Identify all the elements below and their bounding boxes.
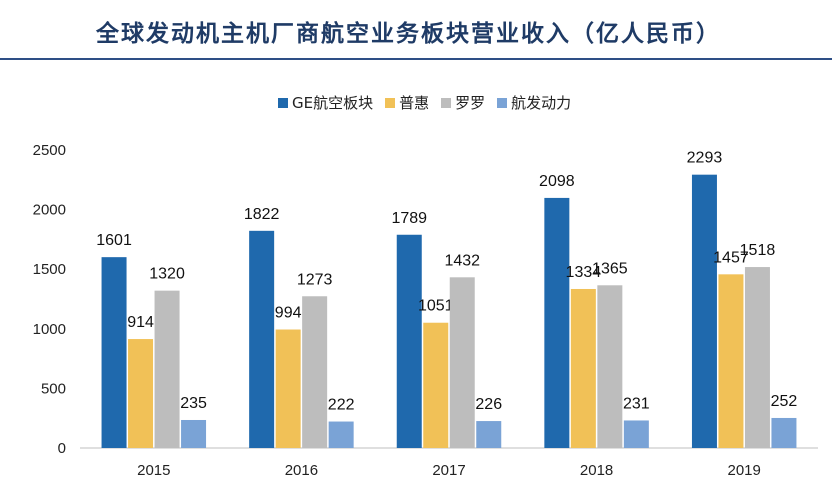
data-label: 231 <box>623 395 650 412</box>
x-tick-label: 2019 <box>728 462 761 479</box>
legend-swatch-pw <box>385 97 396 108</box>
bar <box>570 288 596 448</box>
bar <box>623 420 649 448</box>
bar <box>396 234 422 448</box>
data-label: 1518 <box>740 242 776 259</box>
bar <box>691 174 717 449</box>
data-label: 1273 <box>297 271 333 288</box>
bar <box>154 290 180 448</box>
legend-item-ge: GE航空板块 <box>278 92 373 113</box>
bar <box>771 417 797 448</box>
legend-label-pw: 普惠 <box>399 94 430 112</box>
data-label: 1601 <box>96 232 132 249</box>
bar <box>128 339 154 448</box>
data-label: 235 <box>180 395 207 412</box>
data-label: 252 <box>771 393 798 410</box>
bar <box>744 267 770 448</box>
chart-title: 全球发动机主机厂商航空业务板块营业收入（亿人民币） <box>96 20 721 47</box>
bar <box>544 197 570 448</box>
bar <box>302 296 328 448</box>
data-label: 1051 <box>418 298 454 315</box>
data-label: 2098 <box>539 173 575 190</box>
y-tick-label: 2000 <box>33 202 66 219</box>
legend-item-aecc: 航发动力 <box>497 92 571 113</box>
data-label: 1334 <box>566 264 602 281</box>
bar <box>181 419 207 448</box>
y-tick-label: 1500 <box>33 261 66 278</box>
data-label: 2293 <box>687 150 723 167</box>
legend-swatch-aecc <box>497 97 508 108</box>
legend-swatch-rr <box>441 97 452 108</box>
y-tick-label: 0 <box>58 440 66 457</box>
data-label: 1320 <box>149 266 185 283</box>
bar <box>275 329 301 448</box>
bar <box>718 274 744 448</box>
data-label: 1789 <box>391 210 427 227</box>
x-tick-label: 2016 <box>285 462 318 479</box>
legend-item-pw: 普惠 <box>385 92 429 113</box>
legend-label-ge: GE航空板块 <box>292 94 374 112</box>
x-tick-label: 2017 <box>432 462 465 479</box>
data-label: 914 <box>127 314 154 331</box>
data-label: 994 <box>275 305 302 322</box>
data-label: 1432 <box>444 252 480 269</box>
bar <box>449 277 475 448</box>
data-label: 1822 <box>244 206 280 223</box>
legend-item-rr: 罗罗 <box>441 92 485 113</box>
data-label: 222 <box>328 397 355 414</box>
data-label: 1457 <box>713 249 749 266</box>
bar <box>249 230 275 448</box>
legend-label-rr: 罗罗 <box>455 94 486 112</box>
bar <box>101 257 127 448</box>
legend-label-aecc: 航发动力 <box>511 94 572 112</box>
data-label: 1365 <box>592 260 628 277</box>
data-label: 226 <box>475 396 502 413</box>
y-tick-label: 500 <box>41 380 66 397</box>
bar <box>423 322 449 448</box>
legend-swatch-ge <box>278 97 288 108</box>
y-tick-label: 1000 <box>33 321 66 338</box>
bar <box>328 421 354 448</box>
x-tick-label: 2018 <box>580 462 613 479</box>
bar <box>476 421 502 448</box>
x-tick-label: 2015 <box>137 462 170 479</box>
chart-legend: GE航空板块 普惠 罗罗 航发动力 <box>278 92 571 113</box>
bar <box>597 285 623 448</box>
y-tick-label: 2500 <box>33 142 66 159</box>
title-divider <box>0 58 832 60</box>
